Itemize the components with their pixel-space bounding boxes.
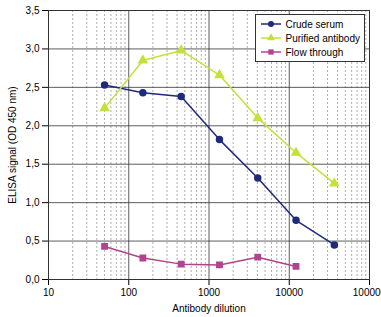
svg-text:10: 10 [43, 287, 55, 298]
svg-text:1,0: 1,0 [26, 197, 40, 208]
svg-text:0,5: 0,5 [26, 235, 40, 246]
svg-text:100000: 100000 [353, 287, 381, 298]
svg-text:2,5: 2,5 [26, 82, 40, 93]
svg-text:100: 100 [120, 287, 137, 298]
svg-text:2,0: 2,0 [26, 120, 40, 131]
html-text:Purified antibody: Purified antibody [285, 32, 360, 44]
svg-text:1,5: 1,5 [26, 158, 40, 169]
svg-text:ELISA signal (OD 450 nm): ELISA signal (OD 450 nm) [7, 86, 18, 203]
svg-text:10000: 10000 [275, 287, 303, 298]
html-text:Flow through: Flow through [285, 46, 344, 58]
svg-text:Antibody dilution: Antibody dilution [172, 303, 245, 314]
svg-text:3,5: 3,5 [26, 5, 40, 16]
svg-text:3,0: 3,0 [26, 43, 40, 54]
svg-text:0,0: 0,0 [26, 274, 40, 285]
html-text:Crude serum: Crude serum [285, 18, 344, 30]
svg-text:1000: 1000 [198, 287, 221, 298]
